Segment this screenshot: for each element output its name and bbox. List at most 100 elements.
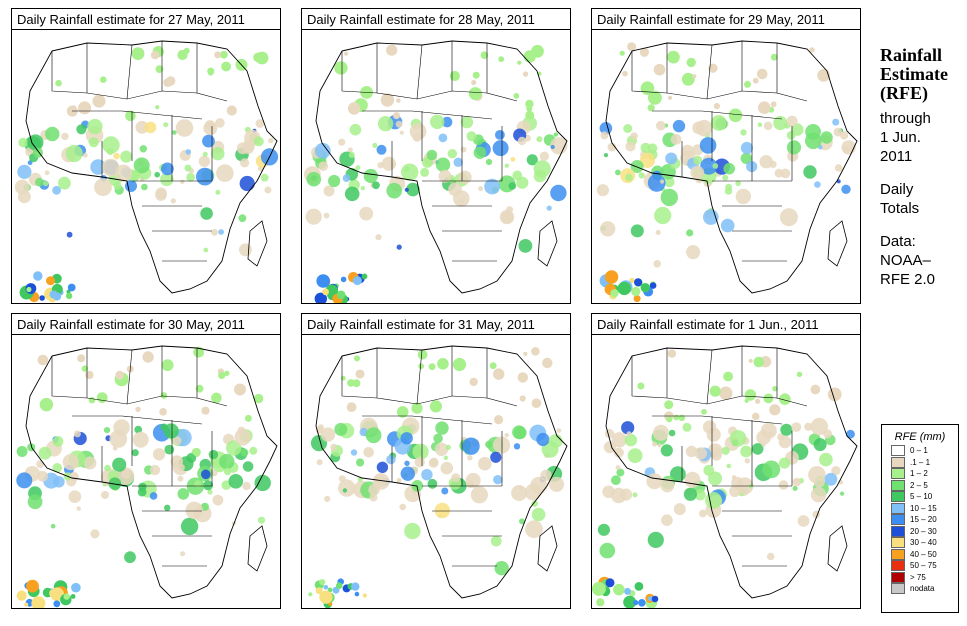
rain-cell <box>400 466 415 481</box>
rain-cell <box>518 239 533 253</box>
rain-cell <box>207 70 214 76</box>
rain-cell <box>27 134 44 151</box>
rain-cell <box>686 245 701 260</box>
rain-cell <box>414 457 425 468</box>
rain-cell <box>203 480 214 491</box>
rain-cell <box>720 218 735 233</box>
rain-cell <box>629 277 635 284</box>
rain-cell <box>462 437 480 455</box>
rain-cell <box>526 154 538 166</box>
country-border <box>126 349 133 405</box>
rain-cell <box>602 485 615 499</box>
rain-cell <box>770 53 778 61</box>
rain-cell <box>712 163 719 169</box>
rain-cell <box>466 480 475 489</box>
rain-cell <box>647 596 653 602</box>
rain-cell <box>660 188 678 207</box>
rain-cell <box>96 392 108 403</box>
rain-cell <box>478 186 484 192</box>
rain-cell <box>216 164 234 182</box>
rain-cell <box>88 397 96 404</box>
rain-cell <box>185 149 192 155</box>
rain-cell <box>441 116 453 128</box>
rain-cell <box>473 146 487 159</box>
rain-cell <box>355 165 361 171</box>
rain-cell <box>386 182 402 199</box>
rain-cell <box>657 443 662 448</box>
rain-cell <box>621 421 635 435</box>
rain-cell <box>468 87 482 101</box>
rain-cell <box>201 469 211 480</box>
rain-cell <box>513 93 520 99</box>
rain-cell <box>600 221 616 237</box>
rain-cell <box>27 494 43 510</box>
rain-cell <box>763 121 773 131</box>
rain-cell <box>664 400 674 410</box>
rain-cell <box>52 463 62 473</box>
rain-cell <box>43 180 49 187</box>
rainfall-map-panel: Daily Rainfall estimate for 28 May, 2011 <box>301 8 571 304</box>
daily-label: Daily <box>880 181 914 198</box>
rain-cell <box>480 51 489 59</box>
rain-cell <box>114 164 133 182</box>
rain-cell <box>846 429 855 439</box>
rain-cell <box>61 132 69 141</box>
country-border <box>51 51 198 100</box>
rain-cell <box>522 71 529 77</box>
rain-cell <box>769 404 781 416</box>
legend-label: 20 – 30 <box>910 526 937 536</box>
rainfall-field <box>14 46 279 303</box>
rain-cell <box>125 110 136 122</box>
rain-cell <box>705 492 722 509</box>
legend-item: 1 – 2 <box>882 468 958 480</box>
rain-cell <box>253 136 264 147</box>
rain-cell <box>170 198 176 204</box>
rain-cell <box>69 471 79 482</box>
rain-cell <box>451 473 461 483</box>
country-border <box>362 110 493 120</box>
rain-cell <box>330 443 338 451</box>
country-border <box>631 356 778 405</box>
rain-cell <box>39 397 54 412</box>
rain-cell <box>340 276 347 283</box>
rain-cell <box>755 398 761 404</box>
rain-cell <box>646 473 663 490</box>
rain-cell <box>37 470 48 482</box>
rain-cell <box>597 523 610 536</box>
rain-cell <box>207 489 213 495</box>
rain-cell <box>319 579 326 586</box>
rain-cell <box>667 349 677 358</box>
rain-cell <box>396 244 402 250</box>
rain-cell <box>194 480 202 488</box>
legend-label: .1 – 1 <box>910 457 931 467</box>
rain-cell <box>16 446 28 457</box>
rain-cell <box>323 585 329 590</box>
rain-cell <box>125 180 137 192</box>
rain-cell <box>769 160 777 168</box>
rfe-legend: RFE (mm) 0 – 1 .1 – 1 1 – 2 2 – 5 5 – 10 10 –… <box>881 424 959 613</box>
rain-cell <box>703 464 715 476</box>
rain-cell <box>531 500 538 507</box>
legend-swatch <box>891 571 905 583</box>
rain-cell <box>550 184 567 202</box>
rain-cell <box>506 206 514 214</box>
rain-cell <box>625 173 633 182</box>
rain-cell <box>320 427 336 442</box>
rain-cell <box>87 118 103 135</box>
country-border <box>776 348 808 407</box>
rain-cell <box>673 503 686 516</box>
rain-cell <box>399 503 406 511</box>
rain-cell <box>607 142 617 152</box>
rain-cell <box>744 458 750 464</box>
rain-cell <box>240 158 250 168</box>
rain-cell <box>441 487 449 495</box>
rain-cell <box>605 578 615 588</box>
rain-cell <box>239 175 255 192</box>
rain-cell <box>49 290 58 299</box>
rainfall-map-panel: Daily Rainfall estimate for 1 Jun., 2011 <box>591 313 861 609</box>
legend-item: 30 – 40 <box>882 537 958 549</box>
rain-cell <box>686 57 696 68</box>
rain-cell <box>38 446 52 460</box>
rain-cell <box>163 122 169 128</box>
rain-cell <box>533 169 547 183</box>
